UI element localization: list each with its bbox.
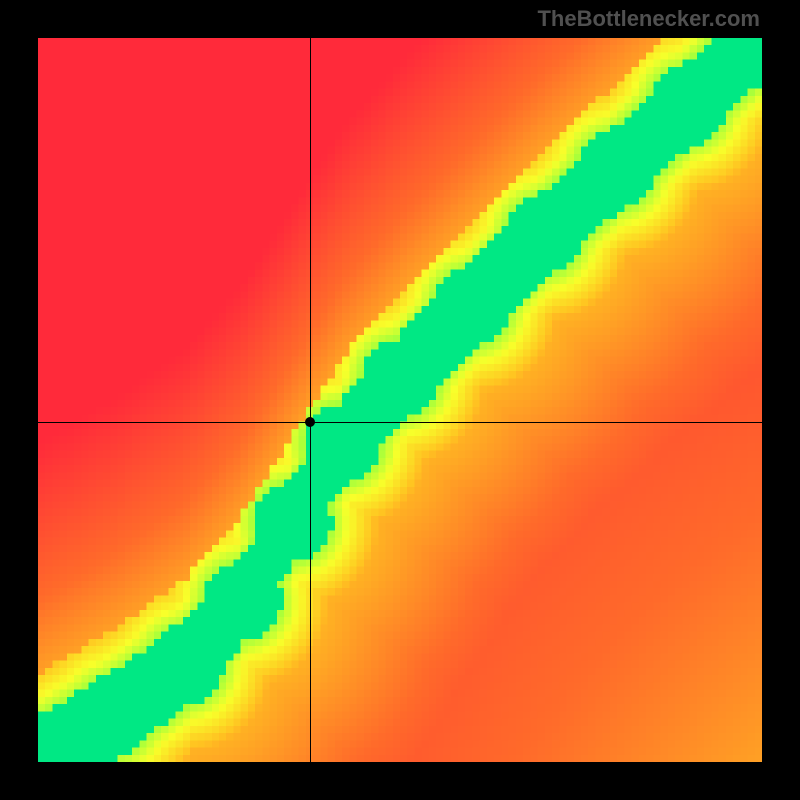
heatmap-canvas <box>38 38 762 762</box>
chart-outer-frame: TheBottlenecker.com <box>0 0 800 800</box>
watermark-text: TheBottlenecker.com <box>537 6 760 32</box>
heatmap-plot-area <box>38 38 762 762</box>
